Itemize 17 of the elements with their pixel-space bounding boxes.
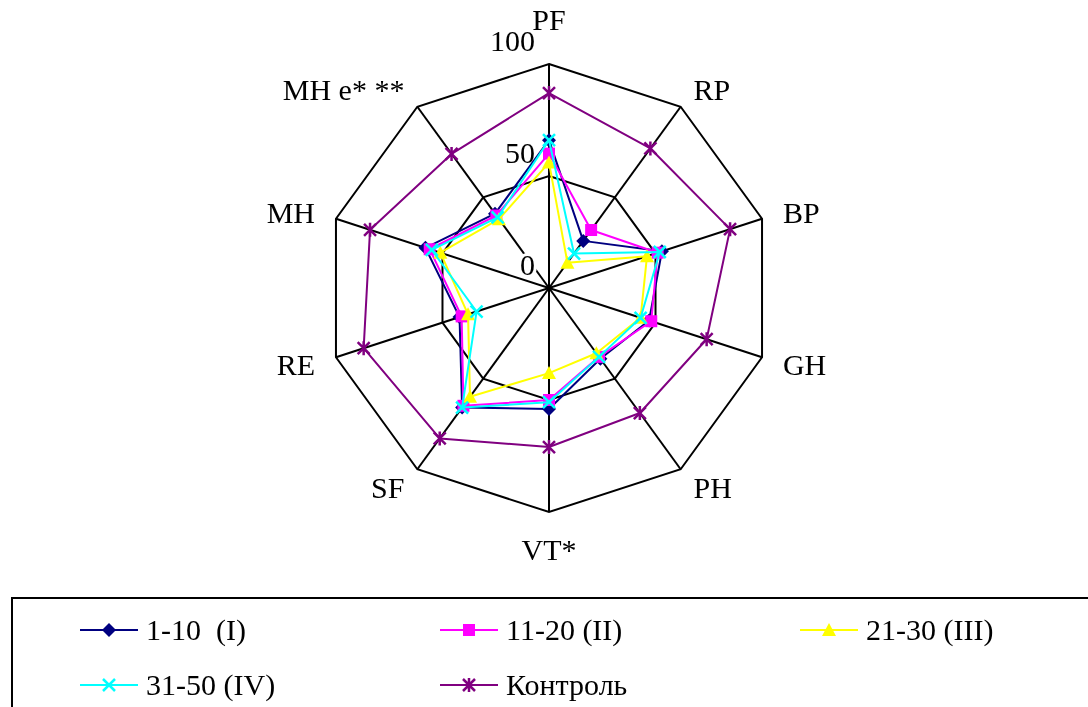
- spoke-label: MH: [266, 195, 316, 229]
- spoke-label: SF: [371, 471, 405, 505]
- spoke-label: RP: [693, 72, 731, 106]
- legend-label: 11-20 (II): [506, 613, 623, 647]
- legend-label: 1-10 (I): [146, 613, 246, 647]
- spoke-label: RE: [276, 348, 316, 382]
- spoke-label: PH: [693, 471, 732, 505]
- spoke-label: PF: [532, 3, 566, 36]
- y-tick-label: 50: [505, 136, 535, 169]
- y-tick-label: 100: [490, 24, 535, 57]
- legend-label: 31-50 (IV): [146, 668, 276, 702]
- spoke-label: GH: [782, 348, 827, 382]
- legend-label: Контроль: [506, 668, 628, 701]
- spoke-label: MH e* **: [282, 72, 405, 106]
- spoke-label: BP: [782, 195, 820, 229]
- spoke-label: VT*: [521, 533, 577, 566]
- legend-label: 21-30 (III): [866, 613, 994, 647]
